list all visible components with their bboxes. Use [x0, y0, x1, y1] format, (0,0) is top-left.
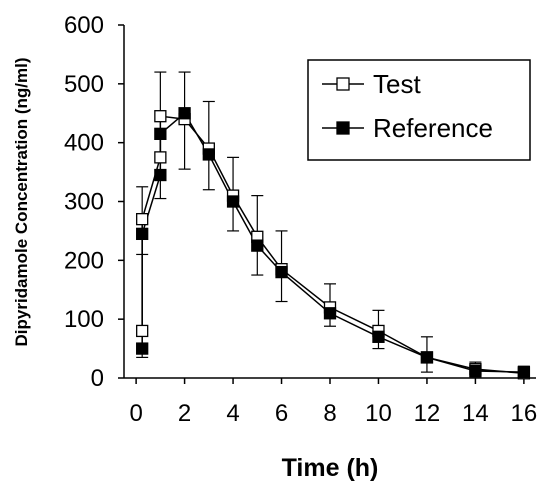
- test-data-point: [136, 324, 149, 338]
- y-tick-label: 300: [64, 189, 104, 216]
- test-data-point: [154, 110, 167, 123]
- reference-data-point: [372, 330, 385, 343]
- y-tick-label: 100: [64, 306, 104, 333]
- y-tick-label: 200: [64, 247, 104, 274]
- x-axis-title: Time (h): [282, 454, 379, 482]
- legend-box: [307, 59, 531, 161]
- reference-data-point: [251, 239, 264, 252]
- test-data-point: [154, 151, 167, 164]
- reference-data-point: [226, 195, 240, 208]
- reference-data-point: [154, 168, 167, 182]
- x-tick-label: 8: [323, 400, 336, 427]
- x-tick-label: 6: [275, 400, 288, 427]
- legend-reference-marker: [336, 121, 350, 135]
- x-tick-label: 14: [462, 400, 489, 427]
- x-tick-label: 12: [414, 400, 441, 427]
- y-axis-title: Dipyridamole Concentration (ng/ml): [12, 57, 31, 346]
- reference-data-point: [178, 107, 191, 120]
- x-tick-label: 2: [178, 400, 191, 427]
- y-tick-label: 400: [64, 130, 104, 157]
- plot-area: 0 100 200 300 400 500 600 0 2 4 6 8 10 12 14 16: [64, 12, 537, 427]
- test-data-point: [136, 212, 149, 226]
- reference-series-line: [141, 112, 524, 373]
- legend: Test Reference: [307, 59, 531, 161]
- reference-data-point: [420, 351, 434, 364]
- legend-test-marker: [336, 77, 350, 91]
- reference-data-point: [202, 148, 215, 161]
- reference-data-point: [275, 265, 288, 279]
- reference-data-point: [323, 307, 337, 320]
- reference-data-point: [469, 364, 482, 378]
- legend-test-label: Test: [373, 69, 421, 99]
- y-tick-label: 0: [91, 365, 104, 392]
- reference-data-point: [136, 227, 149, 241]
- legend-reference-label: Reference: [373, 113, 493, 143]
- y-tick-label: 600: [64, 12, 104, 39]
- reference-data-point: [154, 127, 167, 140]
- reference-data-point: [136, 342, 149, 355]
- x-tick-label: 10: [365, 400, 392, 427]
- x-tick-label: 0: [129, 400, 142, 427]
- y-tick-label: 500: [64, 71, 104, 98]
- x-tick-label: 16: [511, 400, 538, 427]
- reference-data-point: [517, 365, 531, 379]
- x-tick-label: 4: [226, 400, 239, 427]
